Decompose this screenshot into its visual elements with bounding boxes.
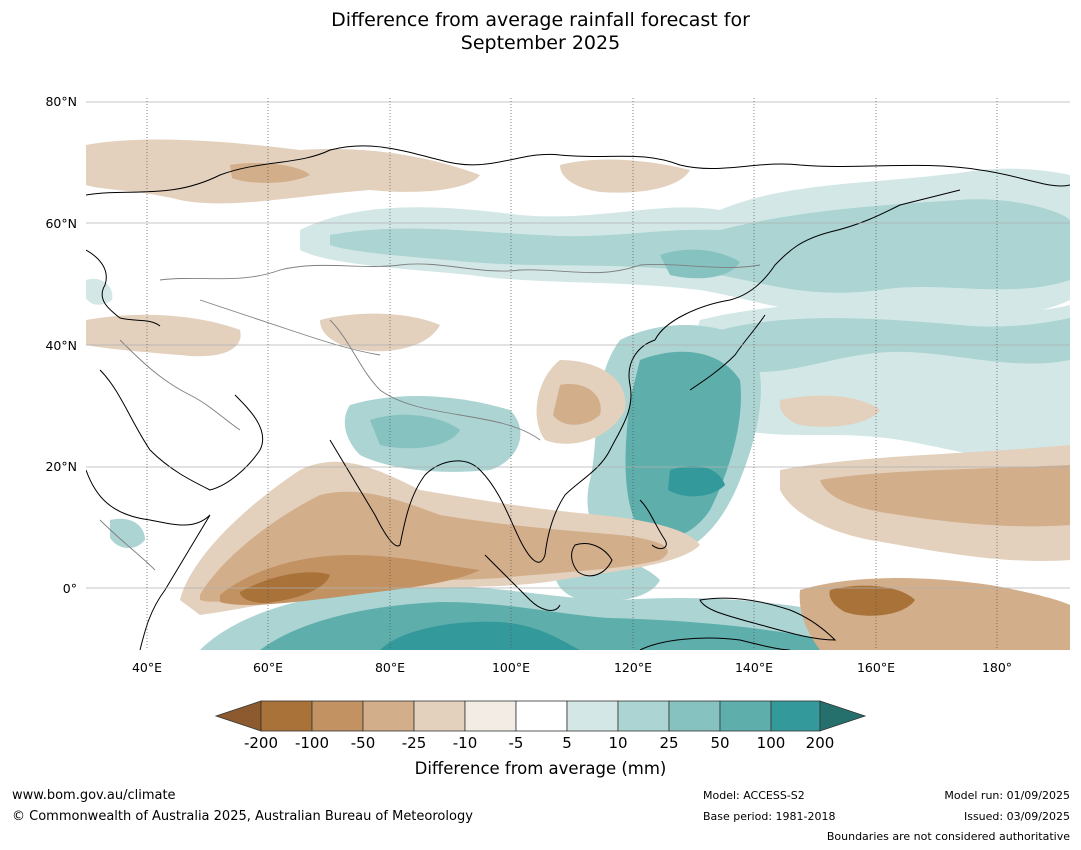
model-label: Model: ACCESS-S2 (703, 789, 805, 802)
lat-tick-label: 60°N (45, 216, 77, 231)
dry-region-china-core (553, 384, 601, 425)
coastline-arctic (86, 145, 1070, 196)
lat-tick-label: 20°N (45, 459, 77, 474)
dry-region-north-russia-core (230, 163, 310, 183)
wet-region-west-pacific-core (668, 465, 725, 497)
website-link[interactable]: www.bom.gov.au/climate (12, 788, 176, 803)
dry-anomaly-layer (86, 139, 1070, 650)
boundary-china-west (329, 319, 541, 441)
colorbar-segment (311, 700, 364, 732)
lon-tick-label: 180° (982, 660, 1012, 675)
wet-region-indian-ocean-south-core (380, 621, 580, 650)
lon-axis: 40°E 60°E 80°E 100°E 120°E 140°E 160°E 1… (132, 660, 1012, 675)
colorbar-tick-label: -50 (351, 734, 376, 752)
coastline-southeast-asia (479, 339, 656, 563)
title-line-2: September 2025 (460, 32, 621, 54)
colorbar-tick-label: -200 (244, 734, 278, 752)
title-line-1: Difference from average rainfall forecas… (331, 9, 750, 31)
dry-region-middle-east (86, 314, 241, 357)
coastlines (86, 145, 1070, 650)
coastline-east-asia (654, 189, 961, 341)
colorbar-tick-label: -5 (509, 734, 524, 752)
colorbar-tick-label: -25 (402, 734, 427, 752)
colorbar-segment (770, 700, 821, 732)
lon-tick-label: 40°E (132, 660, 162, 675)
colorbar-segment (566, 700, 619, 732)
colorbar-tick-label: -10 (453, 734, 478, 752)
dry-region-pacific-east-mid (820, 465, 1070, 527)
wet-region-europe (86, 278, 113, 305)
country-boundaries (99, 263, 761, 571)
colorbar-segment (413, 700, 466, 732)
colorbar-tick-label: -100 (295, 734, 329, 752)
dry-region-pacific-south-core (829, 585, 915, 616)
lat-tick-label: 80°N (45, 94, 77, 109)
colorbar-tick-label: 50 (710, 734, 729, 752)
boundaries-note: Boundaries are not considered authoritat… (826, 830, 1070, 843)
model-run-label: Model run: 01/09/2025 (944, 789, 1070, 802)
wet-region-tibet-core (370, 414, 460, 449)
colorbar-tick-label: 200 (806, 734, 835, 752)
coastline-africa (86, 469, 211, 650)
colorbar-tick-label: 100 (757, 734, 786, 752)
lat-axis: 80°N 60°N 40°N 20°N 0° (45, 94, 77, 596)
map-area (86, 98, 1070, 650)
lon-tick-label: 60°E (253, 660, 283, 675)
lat-tick-label: 40°N (45, 338, 77, 353)
coastline-japan (689, 314, 766, 391)
coastline-philippines (639, 499, 667, 550)
colorbar-tick-label: 10 (608, 734, 627, 752)
lon-tick-label: 80°E (375, 660, 405, 675)
colorbar-extend-low (214, 700, 262, 732)
wet-anomaly-layer (86, 168, 1070, 650)
gridlines (86, 98, 1070, 650)
colorbar-segment (362, 700, 415, 732)
colorbar-tick-label: 25 (659, 734, 678, 752)
lon-tick-label: 120°E (614, 660, 652, 675)
lon-tick-label: 160°E (857, 660, 895, 675)
colorbar: -200 -100 -50 -25 -10 -5 5 10 25 50 100 … (214, 700, 867, 752)
colorbar-segment (719, 700, 772, 732)
wet-region-siberia-core (660, 249, 740, 279)
boundary-middle-east (119, 339, 241, 431)
lon-tick-label: 140°E (735, 660, 773, 675)
lat-tick-label: 0° (63, 581, 77, 596)
coastline-new-guinea (699, 597, 837, 641)
issued-label: Issued: 03/09/2025 (963, 810, 1070, 823)
lon-tick-label: 100°E (492, 660, 530, 675)
colorbar-tick-label: 5 (562, 734, 572, 752)
colorbar-title: Difference from average (mm) (414, 759, 667, 778)
coastline-arabia (99, 369, 264, 491)
coastline-europe (86, 249, 161, 327)
copyright-text: © Commonwealth of Australia 2025, Austra… (12, 809, 473, 824)
colorbar-segment (617, 700, 670, 732)
coastline-australia (639, 637, 791, 650)
coastline-sumatra (484, 554, 561, 611)
boundary-central-asia (199, 299, 381, 356)
coastline-india (329, 439, 481, 547)
coastline-borneo (571, 543, 613, 577)
chart-title: Difference from average rainfall forecas… (0, 9, 1081, 55)
base-period-label: Base period: 1981-2018 (703, 810, 836, 823)
colorbar-segment (464, 700, 517, 732)
colorbar-extend-high (819, 700, 867, 732)
boundary-africa (99, 519, 156, 571)
wet-region-africa-east (110, 518, 145, 549)
colorbar-segment (260, 700, 313, 732)
colorbar-segment (515, 700, 568, 732)
dry-region-central-asia (320, 313, 440, 352)
boundary-russia-south (159, 263, 761, 281)
dry-region-kara (560, 159, 690, 193)
colorbar-segment (668, 700, 721, 732)
dry-region-pacific-mid (779, 395, 880, 427)
